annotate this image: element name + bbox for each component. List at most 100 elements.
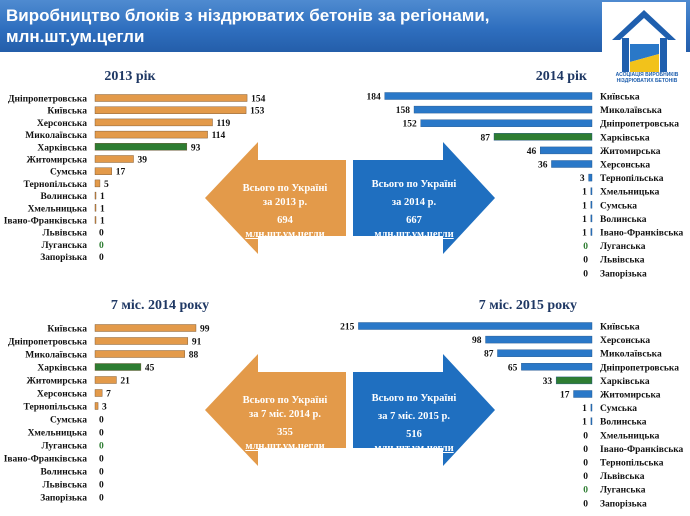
arrow-text-7m2015: Всього по Україні за 7 міс. 2015 р. 516 … xyxy=(354,392,474,456)
arrow-total-7m2014 xyxy=(205,354,346,466)
value-label: 99 xyxy=(200,325,210,335)
category-label: Сумська xyxy=(600,404,637,414)
category-label: Тернопільська xyxy=(600,173,664,184)
category-label: Івано-Франківська xyxy=(4,454,88,465)
chart-title: 7 міс. 2015 року xyxy=(479,298,577,313)
category-label: Херсонська xyxy=(37,119,87,129)
category-label: Луганська xyxy=(600,486,646,496)
value-label: 33 xyxy=(543,377,553,387)
value-label: 1 xyxy=(100,217,105,227)
category-label: Тернопільська xyxy=(600,458,664,469)
value-label: 87 xyxy=(484,350,494,360)
value-label: 1 xyxy=(582,404,587,414)
category-label: Херсонська xyxy=(37,390,87,400)
chart-title: 2013 рік xyxy=(104,69,156,84)
value-label: 1 xyxy=(582,201,587,211)
chart-title: 2014 рік xyxy=(536,69,588,84)
category-label: Луганська xyxy=(42,241,88,251)
category-label: Миколаївська xyxy=(25,131,87,141)
bar xyxy=(551,160,593,168)
bar xyxy=(485,335,593,344)
header-banner: Виробництво блоків з ніздрюватих бетонів… xyxy=(0,0,690,52)
arrow-7m2015-line1: Всього по Україні xyxy=(371,393,457,404)
arrow-2014-value: 667 xyxy=(406,215,422,226)
value-label: 17 xyxy=(116,168,126,178)
category-label: Харківська xyxy=(600,132,650,143)
value-label: 98 xyxy=(472,336,482,346)
category-label: Дніпропетровська xyxy=(8,337,87,348)
category-label: Харківська xyxy=(37,363,87,374)
category-label: Львівська xyxy=(43,228,88,239)
arrow-text-2013: Всього по Україні за 2013 р. 694 млн.шт.… xyxy=(226,182,344,242)
bar xyxy=(94,204,97,212)
arrow-text-7m2014: Всього по Україні за 7 міс. 2014 р. 355 … xyxy=(226,394,344,454)
bar xyxy=(384,92,593,100)
chart-0: 2013 рік Дніпропетровська 154 Київська 153 Хе… xyxy=(4,69,266,263)
bar xyxy=(588,173,593,182)
arrow-7m2014-value: 355 xyxy=(277,427,293,438)
category-label: Львівська xyxy=(600,471,645,482)
chart-2: 7 міс. 2014 року Київська 99 Дніпропетровсь… xyxy=(4,298,210,504)
bar xyxy=(94,155,134,163)
chart-title: 7 міс. 2014 року xyxy=(111,298,209,313)
value-label: 215 xyxy=(340,323,355,333)
bar xyxy=(590,403,593,412)
category-label: Харківська xyxy=(600,376,650,387)
value-label: 93 xyxy=(191,143,201,153)
category-label: Херсонська xyxy=(600,336,650,346)
category-label: Івано-Франківська xyxy=(600,228,684,239)
category-label: Київська xyxy=(47,107,87,117)
page-title: Виробництво блоків з ніздрюватих бетонів… xyxy=(6,6,490,46)
value-label: 39 xyxy=(138,156,148,166)
category-label: Миколаївська xyxy=(25,351,87,361)
category-label: Житомирська xyxy=(600,147,661,157)
category-label: Хмельницька xyxy=(28,429,88,439)
chart-1: 2014 рік Київська 184 Миколаївська 158 Дніпро… xyxy=(367,69,684,279)
arrow-2013-unit: млн.шт.ум.цегли xyxy=(245,229,325,240)
category-label: Дніпропетровська xyxy=(600,362,679,373)
category-label: Дніпропетровська xyxy=(8,94,87,105)
category-label: Львівська xyxy=(43,480,88,491)
category-label: Хмельницька xyxy=(600,188,660,198)
value-label: 5 xyxy=(104,180,109,190)
value-label: 0 xyxy=(583,269,588,279)
bar xyxy=(94,337,189,345)
value-label: 154 xyxy=(251,95,266,105)
category-label: Львівська xyxy=(600,255,645,266)
value-label: 0 xyxy=(99,468,104,478)
bar xyxy=(94,350,185,358)
category-label: Сумська xyxy=(50,168,87,178)
arrow-total-2013 xyxy=(205,142,346,254)
category-label: Волинська xyxy=(600,215,647,225)
value-label: 7 xyxy=(106,390,111,400)
category-label: Сумська xyxy=(50,416,87,426)
category-label: Тернопільська xyxy=(24,402,88,413)
category-label: Хмельницька xyxy=(28,204,88,214)
bar xyxy=(413,105,593,114)
value-label: 36 xyxy=(538,161,548,171)
arrow-7m2015-value: 516 xyxy=(406,429,422,440)
bar xyxy=(521,363,593,371)
value-label: 0 xyxy=(583,499,588,509)
arrow-7m2014-line1: Всього по Україні xyxy=(242,395,328,406)
category-label: Івано-Франківська xyxy=(600,444,684,455)
category-label: Миколаївська xyxy=(600,350,662,360)
association-logo xyxy=(602,2,686,82)
value-label: 0 xyxy=(583,445,588,455)
category-label: Івано-Франківська xyxy=(4,216,88,227)
bar xyxy=(94,402,99,410)
arrow-text-2014: Всього по Україні за 2014 р. 667 млн.шт.… xyxy=(354,178,474,242)
category-label: Волинська xyxy=(40,468,87,478)
arrow-2013-line2: за 2013 р. xyxy=(262,197,308,208)
category-label: Харківська xyxy=(37,142,87,153)
value-label: 65 xyxy=(508,363,518,373)
arrow-2014-line1: Всього по Україні xyxy=(371,179,457,190)
arrow-total-2014 xyxy=(353,142,495,254)
value-label: 0 xyxy=(99,241,104,251)
value-label: 3 xyxy=(102,403,107,413)
bar xyxy=(590,187,593,195)
bar xyxy=(555,376,593,385)
value-label: 153 xyxy=(250,107,265,117)
bar xyxy=(420,119,593,127)
bar xyxy=(94,376,117,384)
